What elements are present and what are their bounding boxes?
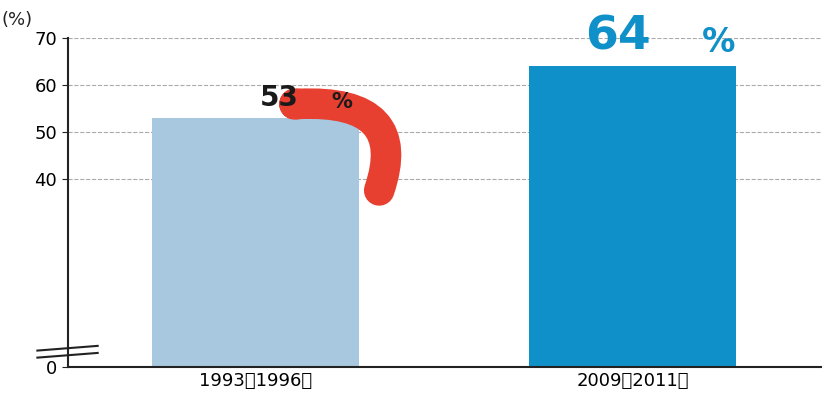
- FancyArrowPatch shape: [295, 103, 386, 190]
- Bar: [152, 118, 359, 367]
- Text: 53: 53: [260, 84, 299, 112]
- Text: %: %: [331, 92, 352, 112]
- Text: (%): (%): [2, 10, 32, 28]
- Bar: [529, 66, 736, 367]
- Text: %: %: [702, 26, 735, 59]
- Text: 64: 64: [586, 14, 651, 59]
